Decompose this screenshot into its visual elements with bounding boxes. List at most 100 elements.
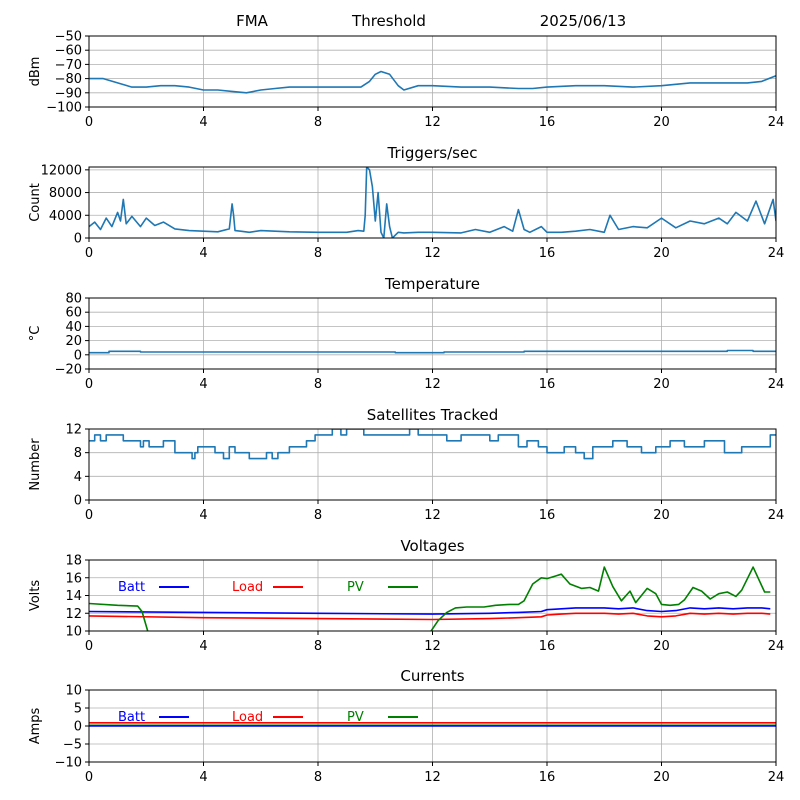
x-tick-label: 0 [85, 770, 93, 785]
x-tick-label: 8 [314, 508, 322, 523]
x-tick-label: 24 [768, 246, 785, 261]
y-tick-label: −70 [55, 58, 82, 73]
x-tick-label: 0 [85, 639, 93, 654]
x-tick-label: 16 [539, 639, 556, 654]
x-tick-label: 8 [314, 246, 322, 261]
x-tick-label: 4 [199, 115, 207, 130]
series-group [89, 349, 776, 354]
legend-label-batt: Batt [118, 580, 145, 595]
y-tick-label: 4 [74, 470, 82, 485]
panel-title: Temperature [384, 275, 480, 293]
y-tick-label: −60 [55, 44, 82, 59]
legend-label-load: Load [232, 710, 263, 725]
x-tick-label: 8 [314, 115, 322, 130]
y-tick-label: 0 [74, 232, 82, 247]
x-tick-label: 8 [314, 377, 322, 392]
series-line-pv [430, 566, 771, 631]
series-line-temperature [89, 349, 776, 354]
y-tick-label: 12 [65, 607, 82, 622]
y-tick-label: −100 [46, 101, 82, 116]
x-tick-label: 12 [424, 377, 441, 392]
panel-title: Voltages [400, 537, 464, 555]
x-tick-label: 0 [85, 377, 93, 392]
y-axis-label: Number [28, 438, 43, 491]
panel-title: Currents [400, 667, 464, 685]
x-tick-label: 4 [199, 508, 207, 523]
series-line-batt [89, 607, 771, 615]
x-tick-label: 20 [653, 115, 670, 130]
x-tick-label: 20 [653, 377, 670, 392]
series-line-triggers [89, 167, 776, 238]
y-tick-label: −50 [55, 30, 82, 45]
x-tick-label: 16 [539, 770, 556, 785]
x-tick-label: 16 [539, 508, 556, 523]
x-tick-label: 0 [85, 246, 93, 261]
panel-signal: 0 4 8 12 16 20 24 −100−90−80−70−60−50 dBm [28, 30, 784, 131]
x-tick-label: 24 [768, 377, 785, 392]
x-tick-label: 4 [199, 770, 207, 785]
y-tick-label: 20 [65, 334, 82, 349]
header-date: 2025/06/13 [540, 12, 626, 30]
legend: Batt Load PV [118, 710, 418, 725]
x-tick-label: 16 [539, 115, 556, 130]
panel-title: Satellites Tracked [367, 406, 498, 424]
x-tick-label: 16 [539, 246, 556, 261]
y-tick-label: 60 [65, 306, 82, 321]
y-axis-label: dBm [28, 57, 43, 87]
x-tick-label: 12 [424, 246, 441, 261]
x-tick-label: 4 [199, 246, 207, 261]
y-tick-label: 0 [74, 494, 82, 509]
panel-triggers: 0 4 8 12 16 20 24 0 4000 8000 12000 Triggers/sec Cou… [28, 144, 784, 261]
y-tick-label: 10 [65, 684, 82, 699]
y-tick-label: 18 [65, 554, 82, 569]
y-tick-label: −20 [55, 363, 82, 378]
y-tick-label: 12000 [41, 163, 82, 178]
y-tick-label: −5 [63, 738, 82, 753]
y-tick-label: −10 [55, 756, 82, 771]
series-group [89, 721, 776, 727]
y-tick-label: 5 [74, 702, 82, 717]
header-station: FMA [236, 12, 269, 30]
y-tick-label: −90 [55, 86, 82, 101]
y-axis-label: Count [28, 183, 43, 222]
x-tick-label: 20 [653, 246, 670, 261]
series-group [89, 167, 776, 238]
legend-label-batt: Batt [118, 710, 145, 725]
x-tick-label: 24 [768, 770, 785, 785]
y-axis-label: Amps [28, 707, 43, 744]
y-tick-label: 8000 [49, 186, 82, 201]
x-tick-label: 12 [424, 115, 441, 130]
series-group [89, 429, 776, 460]
y-tick-label: 10 [65, 625, 82, 640]
x-tick-label: 24 [768, 508, 785, 523]
x-tick-label: 20 [653, 770, 670, 785]
series-line-satellites [89, 429, 776, 460]
panel-satellites: 0 4 8 12 16 20 24 0 4 8 12 Satellites Tracked Number [28, 406, 784, 523]
y-tick-label: −80 [55, 72, 82, 87]
x-tick-label: 0 [85, 115, 93, 130]
y-axis-label: Volts [28, 580, 43, 612]
panel-title: Triggers/sec [387, 144, 478, 162]
x-tick-label: 16 [539, 377, 556, 392]
legend-label-pv: PV [347, 710, 364, 725]
y-tick-label: 0 [74, 720, 82, 735]
x-tick-label: 12 [424, 639, 441, 654]
x-tick-label: 4 [199, 639, 207, 654]
y-axis-label: °C [28, 326, 43, 342]
series-group [89, 70, 776, 94]
x-tick-label: 8 [314, 770, 322, 785]
x-tick-label: 8 [314, 639, 322, 654]
x-tick-label: 0 [85, 508, 93, 523]
legend: Batt Load PV [118, 580, 418, 595]
panel-voltages: 0 4 8 12 16 20 24 10 12 14 16 18 Voltages Volts Batt Lo… [28, 537, 784, 654]
y-tick-label: 14 [65, 589, 82, 604]
y-tick-label: 0 [74, 348, 82, 363]
header-mode: Threshold [351, 12, 426, 30]
y-tick-label: 12 [65, 423, 82, 438]
x-tick-label: 12 [424, 770, 441, 785]
panel-currents: 0 4 8 12 16 20 24 −10 −5 0 5 10 Currents Amps Batt Load… [28, 667, 784, 785]
legend-label-load: Load [232, 580, 263, 595]
y-tick-label: 4000 [49, 209, 82, 224]
